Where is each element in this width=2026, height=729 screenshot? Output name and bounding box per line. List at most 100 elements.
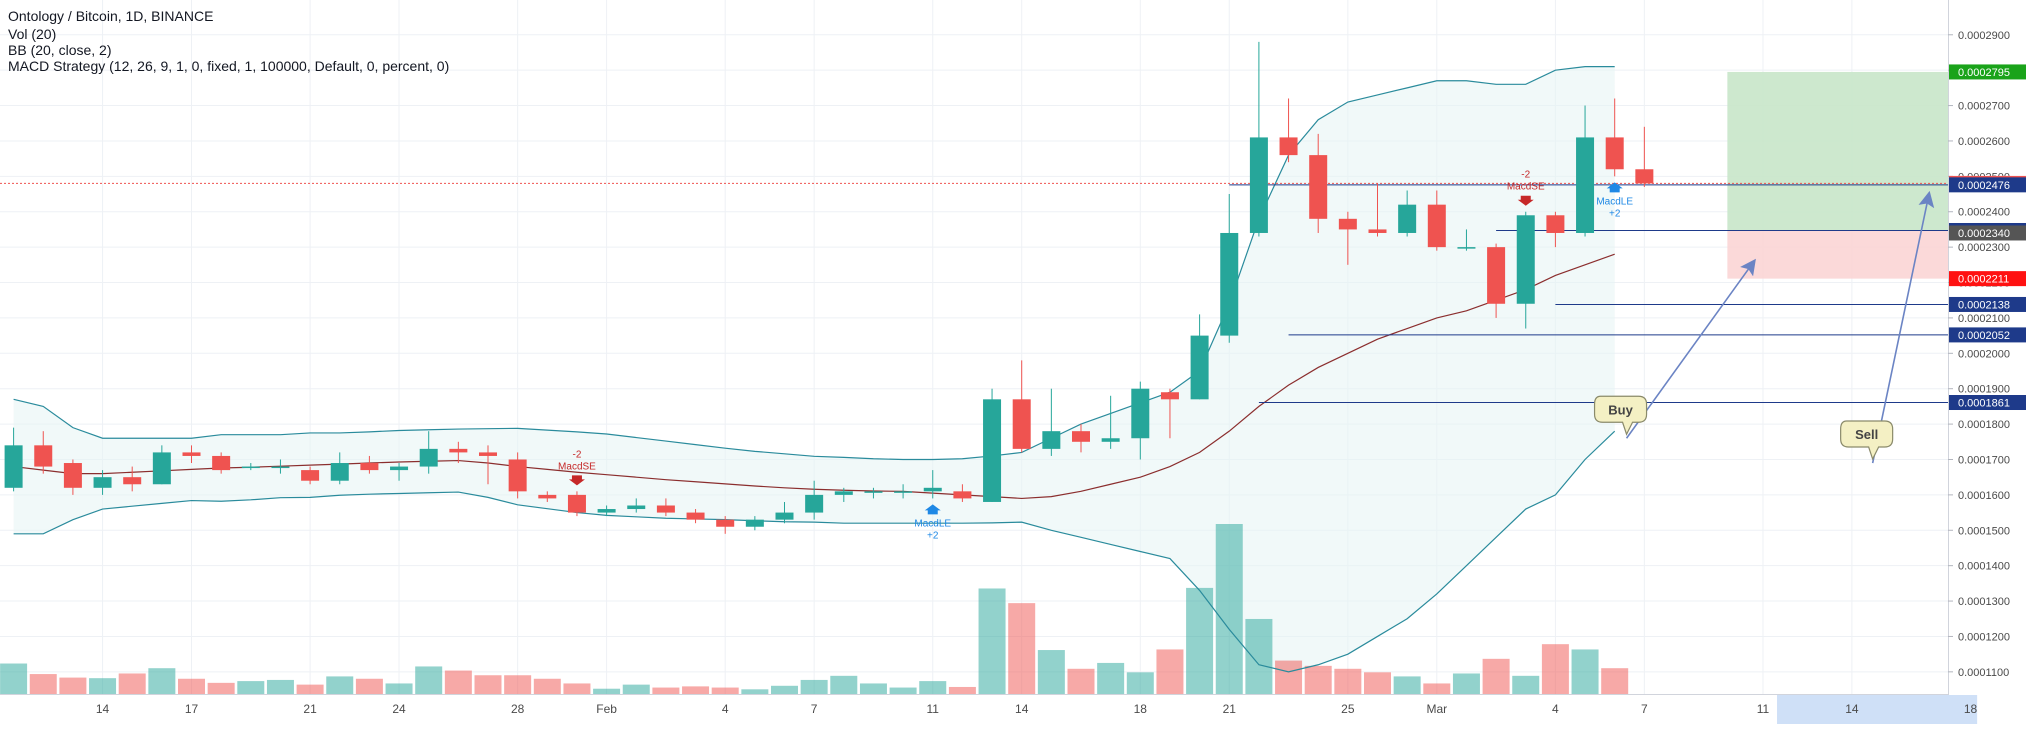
price-label-text: 0.0002795 [1958, 67, 2010, 79]
volume-bar [859, 683, 887, 694]
volume-bar [1156, 649, 1184, 694]
candle-body [1398, 204, 1417, 233]
candle-body [152, 452, 171, 485]
candle-body [1576, 137, 1595, 233]
candle-body [63, 463, 82, 488]
time-axis-background [0, 694, 1948, 724]
volume-indicator-label[interactable]: Vol (20) [8, 26, 57, 42]
price-label-text: 0.0001861 [1958, 398, 2010, 410]
volume-bar [1186, 587, 1214, 694]
candle-body [864, 491, 883, 493]
time-tick-label: 14 [1015, 702, 1029, 716]
volume-bar [978, 588, 1006, 694]
volume-bar [1393, 676, 1421, 694]
candle-body [360, 463, 379, 471]
candle-body [508, 459, 527, 492]
price-tick-label: 0.0001400 [1958, 561, 2010, 573]
volume-bar [504, 675, 532, 694]
candle-body [1160, 392, 1179, 400]
candle-body [805, 494, 824, 513]
price-tick-label: 0.0001500 [1958, 525, 2010, 537]
time-tick-label: 28 [511, 702, 525, 716]
volume-bar [652, 687, 680, 694]
callout-arrow [1625, 258, 1756, 439]
volume-bar [237, 681, 265, 694]
time-tick-label: 18 [1134, 702, 1148, 716]
price-label-badge [1949, 177, 2026, 193]
time-tick-label: 4 [1552, 702, 1559, 716]
callout-bubble [1593, 395, 1648, 436]
volume-bar [355, 678, 383, 694]
volume-bar [889, 687, 917, 694]
buy-signal-arrow [924, 504, 941, 515]
volume-bar [800, 679, 828, 694]
candle-body [479, 452, 497, 456]
position-range-highlight [1777, 695, 1978, 724]
price-tick-label: 0.0002400 [1958, 207, 2010, 219]
price-tick-label: 0.0002000 [1958, 348, 2010, 360]
candle-body [1279, 137, 1298, 156]
price-tick-label: 0.0001700 [1958, 454, 2010, 466]
candle-body [1309, 155, 1328, 219]
candle-body [1338, 218, 1357, 230]
macd-strategy-label[interactable]: MACD Strategy (12, 26, 9, 1, 0, fixed, 1… [8, 58, 450, 74]
time-tick-label: 11 [927, 702, 940, 716]
candle-body [567, 494, 586, 513]
candle-body [1427, 204, 1446, 248]
price-axis: 0.00029000.00028000.00027000.00026000.00… [1948, 30, 2026, 679]
price-tick-label: 0.0001800 [1958, 419, 2010, 431]
candle-body [1516, 215, 1535, 304]
candle-body [212, 455, 231, 471]
bollinger-band-fill [13, 66, 1615, 672]
time-tick-label: Feb [596, 702, 617, 716]
candle-body [1012, 399, 1031, 449]
price-label-text: 0.0002340 [1958, 228, 2010, 240]
time-tick-label: Mar [1426, 702, 1447, 716]
price-axis-background [1948, 0, 2026, 724]
candle-body [330, 463, 349, 481]
price-tick-label: 0.0002600 [1958, 136, 2010, 148]
price-label-badge [1949, 64, 2026, 80]
volume-bar [682, 686, 710, 694]
time-axis: 14 17 21 24 28 Feb 4 7 11 14 18 21 25 Mar 4 7 11 14 18 [96, 702, 1978, 716]
price-tick-label: 0.0001200 [1958, 631, 2010, 643]
candles [4, 41, 1654, 534]
volume-bar [148, 668, 176, 694]
volume-bar [1275, 660, 1303, 694]
volume-bar [1364, 672, 1391, 694]
price-label-badge [1949, 395, 2026, 411]
volume-bar [593, 688, 621, 694]
bollinger-lower-line [13, 430, 1616, 673]
symbol-title: Ontology / Bitcoin, 1D, BINANCE [8, 8, 214, 24]
candle-body [390, 466, 409, 471]
volume-bar [326, 676, 354, 694]
volume-bar [741, 689, 769, 694]
candle-body [1635, 169, 1654, 184]
volume-bar [919, 681, 947, 694]
candle-body [1249, 137, 1268, 233]
candle-body [597, 509, 616, 513]
volume-bar [1482, 658, 1510, 694]
volume-bar [830, 675, 858, 694]
signal-label: MacdLE [1596, 196, 1633, 207]
profit-zone [1727, 71, 1986, 231]
time-tick-label: 14 [1845, 702, 1859, 716]
price-label-badge [1949, 225, 2026, 241]
callout-arrow [1871, 190, 1935, 464]
candle-body [953, 491, 972, 499]
sell-callout: Sell [1840, 420, 1894, 461]
time-tick-label: 4 [722, 702, 729, 716]
volume-bar [1304, 665, 1332, 694]
volume-bars [0, 524, 1629, 694]
time-tick-label: 11 [1757, 702, 1770, 716]
candle-body [1190, 335, 1209, 400]
volume-bar [622, 684, 650, 694]
volume-bar [1067, 668, 1095, 694]
callout-bubble [1840, 420, 1894, 461]
volume-bar [1541, 644, 1569, 694]
callout-text: Buy [1608, 402, 1633, 417]
bollinger-indicator-label[interactable]: BB (20, close, 2) [8, 42, 112, 58]
